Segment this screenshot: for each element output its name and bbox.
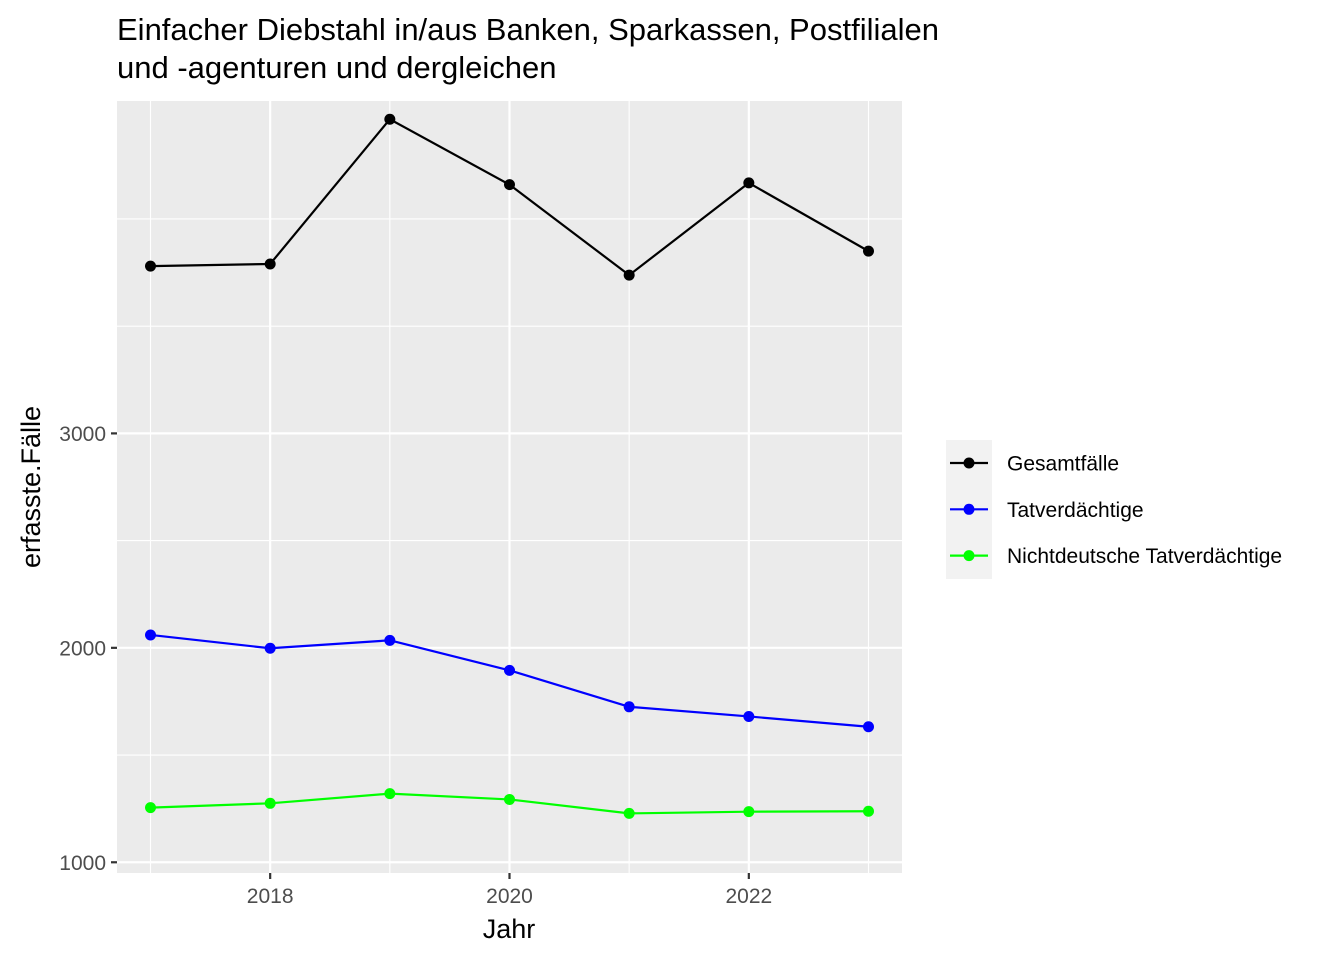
legend-label: Tatverdächtige bbox=[1007, 499, 1144, 522]
series-3-point bbox=[623, 807, 635, 819]
y-tick-label: 3000 bbox=[59, 423, 106, 446]
x-axis-title: Jahr bbox=[483, 914, 536, 944]
series-2-point bbox=[384, 634, 396, 646]
series-1-point bbox=[504, 179, 515, 191]
series-3-point bbox=[862, 805, 874, 817]
series-3-point bbox=[384, 788, 396, 800]
series-1-point bbox=[743, 177, 755, 189]
series-2-point bbox=[623, 701, 635, 713]
y-tick-label: 1000 bbox=[59, 852, 106, 875]
series-2-point bbox=[264, 642, 276, 654]
legend-label: Gesamtfälle bbox=[1007, 453, 1119, 476]
series-1-point bbox=[862, 245, 874, 257]
series-1-point bbox=[384, 113, 396, 125]
y-axis-title: erfasste.Fälle bbox=[16, 406, 46, 568]
series-3-point bbox=[145, 802, 157, 814]
series-1-point bbox=[623, 269, 635, 281]
series-2-point bbox=[145, 629, 157, 641]
legend-keys: Gesamtfälle Tatverdächtige Nichtdeutsche T… bbox=[950, 453, 1282, 568]
series-2-point bbox=[743, 710, 755, 722]
axes: 1000 2000 3000 2018 2020 2022 bbox=[59, 423, 772, 908]
legend: Gesamtfälle Tatverdächtige Nichtdeutsche T… bbox=[946, 440, 1282, 579]
legend-key-point bbox=[963, 550, 975, 562]
series-layer bbox=[145, 113, 874, 819]
legend-key-point bbox=[963, 503, 975, 515]
chart-title-line-2: und -agenturen und dergleichen bbox=[117, 50, 557, 85]
legend-key-point bbox=[963, 457, 975, 469]
y-tick-label: 2000 bbox=[59, 637, 106, 660]
chart-title: Einfacher Diebstahl in/aus Banken, Spark… bbox=[117, 12, 939, 85]
series-1-point bbox=[264, 258, 276, 270]
series-1-point bbox=[145, 260, 157, 272]
x-tick-label: 2020 bbox=[486, 885, 533, 908]
x-tick-label: 2018 bbox=[247, 885, 294, 908]
major-gridlines bbox=[117, 101, 902, 873]
x-tick-label: 2022 bbox=[725, 885, 772, 908]
series-2-point bbox=[504, 664, 515, 676]
chart-title-line-1: Einfacher Diebstahl in/aus Banken, Spark… bbox=[117, 12, 939, 47]
series-3-point bbox=[504, 793, 515, 805]
series-3-point bbox=[743, 806, 755, 818]
legend-label: Nichtdeutsche Tatverdächtige bbox=[1007, 545, 1282, 568]
series-3-point bbox=[264, 797, 276, 809]
series-2-point bbox=[862, 721, 874, 733]
